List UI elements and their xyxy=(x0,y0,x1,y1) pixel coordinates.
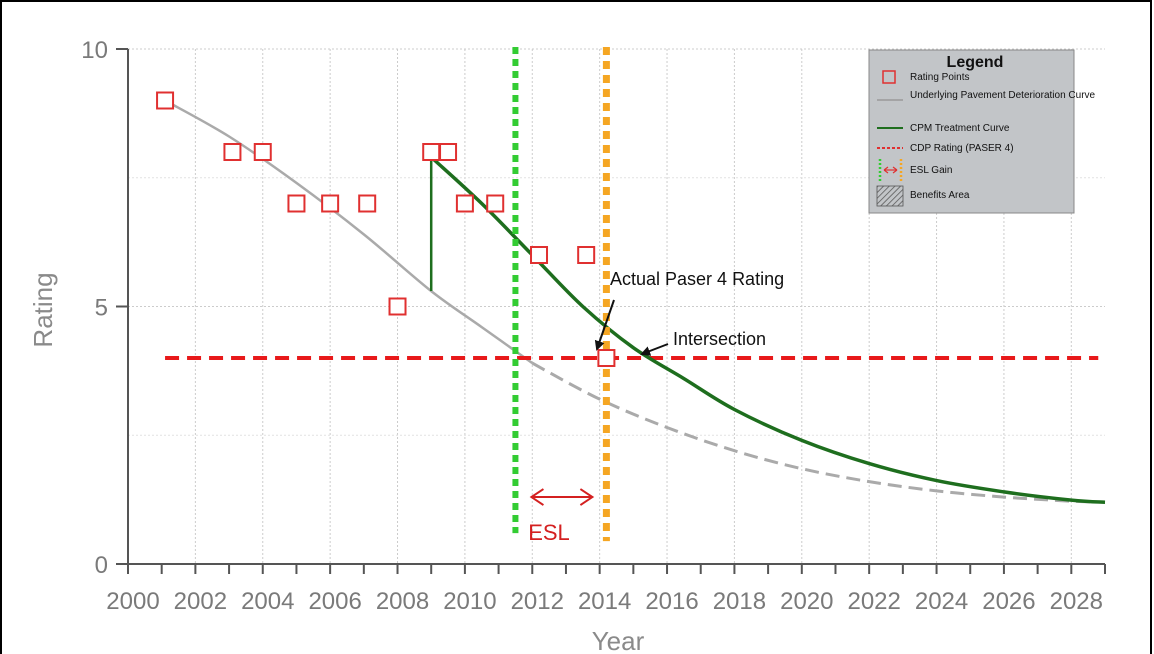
rating-point xyxy=(486,194,505,213)
y-axis-ticks: 0 5 10 xyxy=(81,37,128,579)
rating-point xyxy=(287,194,306,213)
legend-label-deterioration: Underlying Pavement Deterioration Curve xyxy=(910,90,1096,101)
arrow-actual xyxy=(594,299,615,351)
y-tick-label: 5 xyxy=(95,295,108,322)
legend-label-cdp: CDP Rating (PASER 4) xyxy=(910,143,1014,154)
rating-point xyxy=(422,143,441,161)
rating-point xyxy=(321,194,340,213)
x-axis-title: Year xyxy=(592,626,645,654)
legend: Legend Rating Points Underlying Pavement… xyxy=(868,49,1096,214)
rating-point xyxy=(597,349,616,367)
rating-point xyxy=(455,194,474,213)
rating-point xyxy=(223,143,242,161)
legend-symbol-rating-points xyxy=(882,70,896,84)
x-tick-label: 2018 xyxy=(713,588,766,615)
rating-point xyxy=(253,143,272,161)
x-tick-label: 2014 xyxy=(578,588,631,615)
legend-symbol-esl xyxy=(878,159,903,181)
legend-label-benefits: Benefits Area xyxy=(910,190,970,201)
rating-point xyxy=(530,246,549,264)
rating-point xyxy=(388,297,407,316)
y-tick-label: 0 xyxy=(95,552,108,579)
y-tick-label: 10 xyxy=(81,37,108,64)
x-tick-label: 2012 xyxy=(511,588,564,615)
x-tick-label: 2020 xyxy=(780,588,833,615)
legend-label-treatment: CPM Treatment Curve xyxy=(910,123,1010,134)
y-axis-title: Rating xyxy=(28,272,58,347)
annotation-actual-paser4: Actual Paser 4 Rating xyxy=(610,269,784,289)
x-axis-ticks: 2000 2002 2004 2006 2008 2010 2012 2014 2016 2018… xyxy=(106,564,1106,615)
deterioration-curve xyxy=(164,99,534,365)
annotation-intersection: Intersection xyxy=(673,329,766,349)
legend-title: Legend xyxy=(947,54,1004,71)
legend-label-esl: ESL Gain xyxy=(910,165,952,176)
rating-point xyxy=(156,91,175,110)
rating-point xyxy=(358,194,377,213)
x-tick-label: 2002 xyxy=(174,588,227,615)
x-tick-label: 2004 xyxy=(241,588,294,615)
x-tick-label: 2000 xyxy=(106,588,159,615)
rating-point xyxy=(577,246,596,264)
legend-symbol-benefits xyxy=(876,185,904,207)
x-tick-label: 2028 xyxy=(1050,588,1103,615)
x-tick-label: 2010 xyxy=(443,588,496,615)
x-tick-label: 2008 xyxy=(376,588,429,615)
rating-points xyxy=(156,91,616,367)
legend-label-rating-points: Rating Points xyxy=(910,72,969,83)
annotation-esl: ESL xyxy=(528,520,570,545)
x-tick-label: 2022 xyxy=(847,588,900,615)
x-tick-label: 2024 xyxy=(915,588,968,615)
deterioration-curve-projected xyxy=(531,361,1106,504)
x-tick-label: 2016 xyxy=(645,588,698,615)
x-tick-label: 2006 xyxy=(308,588,361,615)
esl-arrow-heads xyxy=(529,488,595,506)
x-tick-label: 2026 xyxy=(982,588,1035,615)
arrow-intersection xyxy=(640,343,669,356)
rating-point xyxy=(439,143,458,161)
